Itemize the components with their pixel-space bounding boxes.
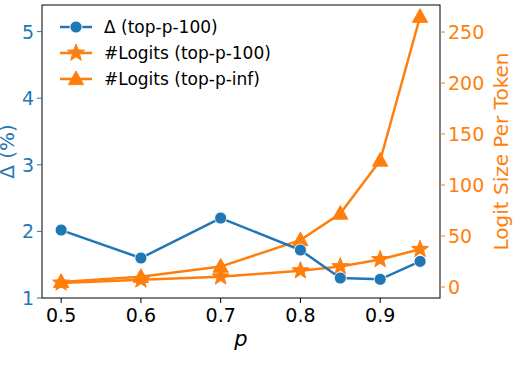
- legend-label: #Logits (top-p-inf): [104, 69, 260, 89]
- point: [412, 9, 427, 23]
- series-line: [61, 218, 420, 279]
- y-tick-label: 2: [22, 220, 34, 242]
- y-tick: [37, 298, 42, 299]
- y2-tick: [440, 185, 445, 186]
- x-tick-label: 0.9: [365, 304, 395, 326]
- y-tick-label: 5: [22, 21, 34, 43]
- point: [135, 252, 147, 264]
- y2-tick-label: 250: [448, 21, 484, 43]
- y2-tick-label: 0: [448, 276, 460, 298]
- y2-tick-label: 150: [448, 123, 484, 145]
- point: [414, 255, 426, 267]
- legend-marker: [67, 44, 84, 60]
- x-tick: [61, 298, 62, 303]
- x-tick: [380, 298, 381, 303]
- point: [133, 269, 148, 283]
- point: [334, 272, 346, 284]
- y-tick-label: 3: [22, 154, 34, 176]
- y-axis-label: Δ (%): [0, 124, 19, 179]
- point: [374, 273, 386, 285]
- y-tick: [37, 164, 42, 165]
- x-tick-label: 0.7: [206, 304, 236, 326]
- legend-marker: [68, 71, 83, 85]
- x-tick: [140, 298, 141, 303]
- y2-tick: [440, 286, 445, 287]
- plot-frame: [42, 5, 440, 298]
- y2-tick: [440, 235, 445, 236]
- point: [215, 212, 227, 224]
- y2-tick-label: 200: [448, 72, 484, 94]
- point: [372, 250, 389, 266]
- point: [55, 224, 67, 236]
- plot-marks: [53, 9, 429, 290]
- y2-tick-label: 50: [448, 225, 472, 247]
- x-tick-label: 0.6: [126, 304, 156, 326]
- legend: Δ (top-p-100) #Logits (top-p-100) #Logits …: [60, 17, 271, 89]
- y2-tick: [440, 32, 445, 33]
- point: [293, 232, 308, 246]
- y-tick-label: 4: [22, 87, 34, 109]
- y2-tick: [440, 134, 445, 135]
- legend-label: Δ (top-p-100): [104, 17, 218, 37]
- y-tick: [37, 31, 42, 32]
- x-tick: [300, 298, 301, 303]
- y-tick: [37, 231, 42, 232]
- y-tick: [37, 98, 42, 99]
- series-line: [61, 17, 420, 282]
- x-tick-label: 0.8: [285, 304, 315, 326]
- point: [54, 274, 69, 288]
- point: [294, 244, 306, 256]
- point: [213, 259, 228, 273]
- point: [292, 262, 309, 278]
- legend-marker: [70, 21, 82, 33]
- point: [333, 206, 348, 220]
- point: [373, 153, 388, 167]
- y2-axis-label: Logit Size Per Token: [489, 52, 513, 250]
- x-tick: [220, 298, 221, 303]
- y2-tick: [440, 83, 445, 84]
- y-tick-label: 1: [22, 287, 34, 309]
- x-axis-label: p: [233, 327, 247, 351]
- y2-tick-label: 100: [448, 174, 484, 196]
- point: [412, 240, 429, 256]
- chart: 0.50.60.70.80.912345050100150200250pΔ (%…: [0, 0, 522, 382]
- point: [332, 258, 349, 274]
- x-tick-label: 0.5: [46, 304, 76, 326]
- legend-label: #Logits (top-p-100): [104, 43, 271, 63]
